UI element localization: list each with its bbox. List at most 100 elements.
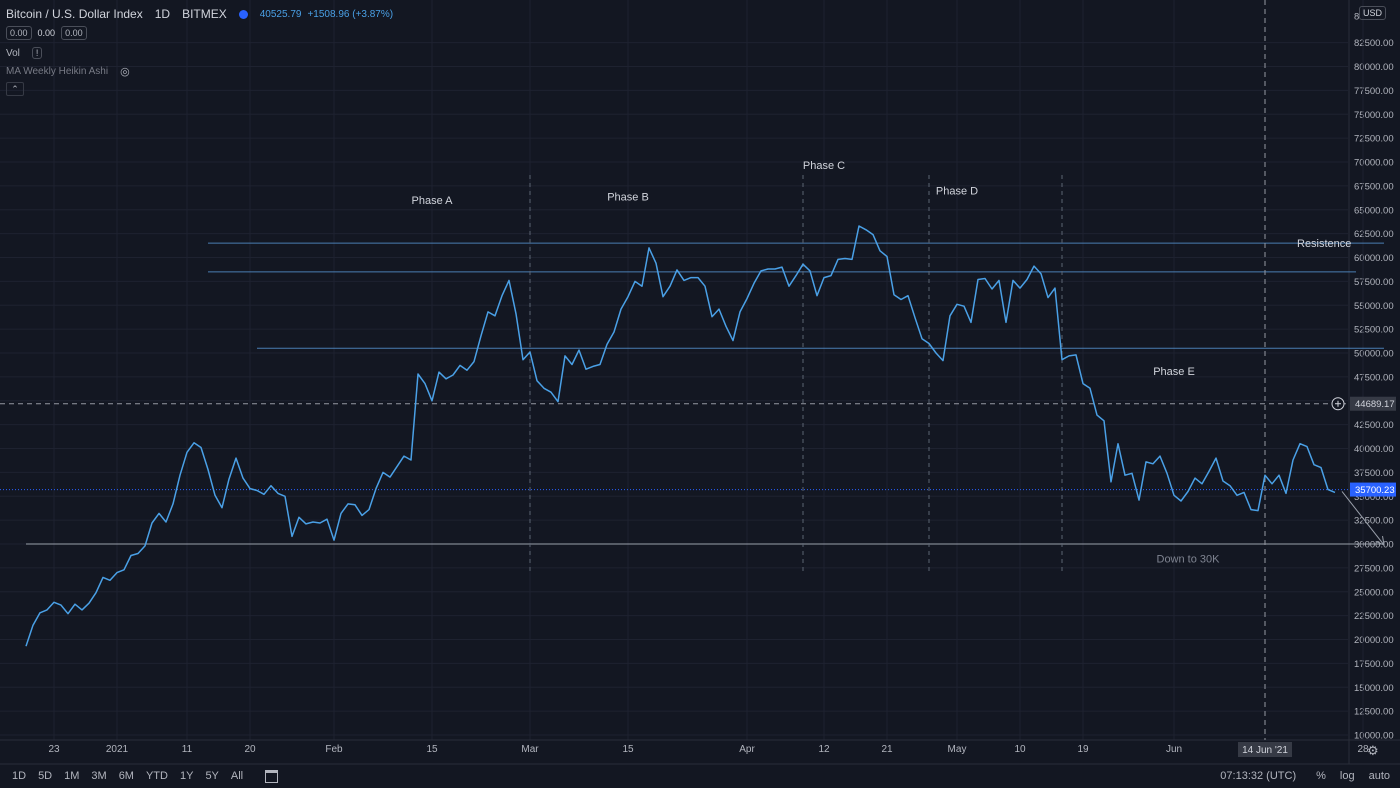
x-tick-label: 15 — [426, 744, 438, 755]
ma-indicator-row[interactable]: MA Weekly Heikin Ashi ◎ — [6, 63, 393, 79]
calendar-icon[interactable] — [265, 769, 279, 783]
crosshair-date-bg — [1238, 742, 1292, 757]
vol-label: Vol — [6, 47, 20, 59]
y-tick-label: 15000.00 — [1354, 683, 1394, 694]
x-tick-label: Jun — [1166, 744, 1182, 755]
y-tick-label: 52500.00 — [1354, 325, 1394, 336]
y-tick-label: 60000.00 — [1354, 253, 1394, 264]
x-tick-label: Feb — [325, 744, 343, 755]
log-toggle[interactable]: log — [1339, 770, 1355, 782]
y-tick-label: 77500.00 — [1354, 86, 1394, 97]
timeframe-1d[interactable]: 1D — [12, 770, 27, 782]
bottom-right-controls: 07:13:32 (UTC) % log auto — [1220, 770, 1390, 782]
interval-label[interactable]: 1D — [154, 7, 171, 21]
last-price-value: 40525.79 — [259, 8, 302, 20]
x-tick-label: 11 — [182, 744, 193, 755]
timeframe-5d[interactable]: 5D — [38, 770, 53, 782]
x-tick-label: Apr — [739, 744, 755, 755]
last-price-label: 35700.23 — [1355, 485, 1395, 496]
currency-button[interactable]: USD — [1359, 6, 1387, 20]
x-tick-label: Mar — [521, 744, 539, 755]
gear-icon[interactable]: ⚙ — [1367, 743, 1379, 758]
symbol-row: Bitcoin / U.S. Dollar Index 1D BITMEX 40… — [6, 6, 393, 22]
x-tick-label: May — [948, 744, 967, 755]
exchange-label: BITMEX — [182, 7, 227, 21]
y-tick-label: 70000.00 — [1354, 158, 1394, 169]
value-box-2: 0.00 — [37, 28, 56, 38]
y-tick-label: 62500.00 — [1354, 229, 1394, 240]
x-tick-label: 20 — [244, 744, 256, 755]
y-tick-label: 30000.00 — [1354, 540, 1394, 551]
annotation-label: Down to 30K — [1157, 553, 1221, 565]
arrow-head-icon — [1375, 535, 1385, 546]
x-tick-label: 15 — [622, 744, 634, 755]
vol-indicator-row[interactable]: Vol ! — [6, 45, 393, 61]
y-tick-label: 10000.00 — [1354, 731, 1394, 742]
x-tick-label: 12 — [818, 744, 830, 755]
y-tick-label: 32500.00 — [1354, 516, 1394, 527]
crosshair-date-label: 14 Jun '21 — [1242, 745, 1288, 756]
timeframe-5y[interactable]: 5Y — [205, 770, 219, 782]
y-tick-label: 35000.00 — [1354, 492, 1394, 503]
y-tick-label: 20000.00 — [1354, 635, 1394, 646]
vol-warning-icon[interactable]: ! — [31, 47, 43, 59]
annotation-label: Phase A — [412, 195, 454, 207]
x-tick-label: 21 — [881, 744, 893, 755]
y-tick-label: 75000.00 — [1354, 110, 1394, 121]
crosshair-price-bg — [1350, 396, 1396, 411]
crosshair-price-label: 44689.17 — [1355, 399, 1395, 410]
price-change-value: +1508.96 (+3.87%) — [307, 8, 394, 20]
y-tick-label: 47500.00 — [1354, 372, 1394, 383]
y-tick-label: 80000.00 — [1354, 62, 1394, 73]
y-tick-label: 22500.00 — [1354, 611, 1394, 622]
timeframe-1m[interactable]: 1M — [64, 770, 80, 782]
y-tick-label: 25000.00 — [1354, 587, 1394, 598]
price-line — [25, 225, 1336, 647]
y-tick-label: 65000.00 — [1354, 205, 1394, 216]
y-tick-label: 55000.00 — [1354, 301, 1394, 312]
y-tick-label-partial: 8 — [1354, 12, 1359, 23]
y-tick-label: 67500.00 — [1354, 181, 1394, 192]
value-box-3[interactable]: 0.00 — [61, 26, 87, 40]
percent-toggle[interactable]: % — [1316, 770, 1326, 782]
last-price-bg — [1350, 482, 1396, 497]
ma-label: MA Weekly Heikin Ashi — [6, 65, 109, 77]
symbol-title[interactable]: Bitcoin / U.S. Dollar Index — [6, 7, 143, 21]
x-tick-label: 23 — [48, 744, 60, 755]
timeframe-1y[interactable]: 1Y — [179, 770, 194, 782]
y-tick-label: 72500.00 — [1354, 134, 1394, 145]
market-status-icon — [238, 9, 248, 19]
eye-hidden-icon[interactable]: ◎ — [120, 65, 130, 78]
x-tick-label: 2021 — [106, 744, 129, 755]
chevron-up-icon[interactable]: ⌃ — [6, 82, 24, 96]
annotation-label: Resistence — [1297, 238, 1351, 250]
timeframe-3m[interactable]: 3M — [91, 770, 107, 782]
y-tick-label: 37500.00 — [1354, 468, 1394, 479]
annotation-label: Phase D — [936, 186, 978, 198]
bottom-toolbar: 1D 5D 1M 3M 6M YTD 1Y 5Y All 07:13:32 (U… — [0, 764, 1400, 788]
values-row: 0.00 0.00 0.00 — [6, 25, 393, 41]
y-tick-label: 42500.00 — [1354, 420, 1394, 431]
x-tick-label: 10 — [1014, 744, 1026, 755]
annotation-label: Phase B — [607, 191, 649, 203]
annotation-label: Phase C — [803, 160, 845, 172]
auto-toggle[interactable]: auto — [1368, 770, 1390, 782]
value-box-1[interactable]: 0.00 — [6, 26, 32, 40]
y-tick-label: 17500.00 — [1354, 659, 1394, 670]
timeframe-all[interactable]: All — [230, 770, 244, 782]
timeframe-6m[interactable]: 6M — [118, 770, 134, 782]
clock-time[interactable]: 07:13:32 (UTC) — [1220, 770, 1297, 782]
x-tick-label: 28 — [1357, 744, 1369, 755]
y-tick-label: 40000.00 — [1354, 444, 1394, 455]
y-tick-label: 57500.00 — [1354, 277, 1394, 288]
chart-legend: Bitcoin / U.S. Dollar Index 1D BITMEX 40… — [6, 6, 393, 96]
timeframe-ytd[interactable]: YTD — [145, 770, 168, 782]
annotation-label: Phase E — [1153, 366, 1195, 378]
trend-arrow-line — [1341, 491, 1385, 546]
y-tick-label: 50000.00 — [1354, 349, 1394, 360]
x-tick-label: 19 — [1077, 744, 1089, 755]
y-tick-label: 27500.00 — [1354, 563, 1394, 574]
y-tick-label: 12500.00 — [1354, 707, 1394, 718]
y-tick-label: 82500.00 — [1354, 38, 1394, 49]
